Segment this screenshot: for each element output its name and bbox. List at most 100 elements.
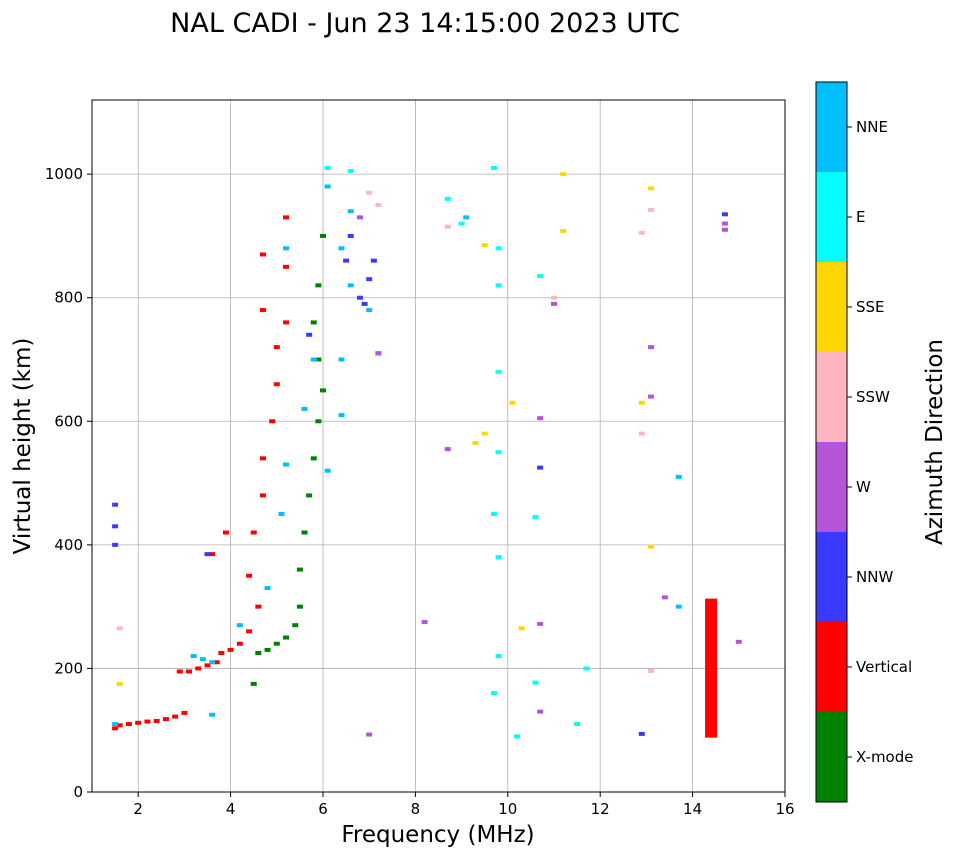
data-point-vertical	[236, 641, 243, 646]
data-point-nnw	[366, 277, 373, 282]
colorbar-tick-label: SSE	[856, 298, 885, 316]
data-point-x-mode	[296, 604, 303, 609]
data-point-ssw	[638, 431, 645, 436]
data-point-e	[514, 734, 521, 739]
data-point-nne	[324, 468, 331, 473]
data-point-e	[347, 169, 354, 174]
y-tick-label: 1000	[45, 165, 83, 183]
data-point-w	[375, 351, 382, 356]
data-point-e	[583, 666, 590, 671]
data-point-nne	[278, 511, 285, 516]
colorbar-tick-label: X-mode	[856, 748, 913, 766]
data-point-vertical	[172, 714, 179, 719]
y-tick-label: 600	[54, 412, 83, 430]
data-point-nne	[338, 413, 345, 418]
data-point-ssw	[116, 626, 123, 631]
data-point-e	[495, 555, 502, 560]
data-point-vertical	[259, 456, 266, 461]
data-point-e	[495, 246, 502, 251]
data-point-vertical	[259, 252, 266, 257]
data-point-nnw	[721, 212, 728, 217]
x-tick-label: 8	[411, 800, 421, 818]
colorbar-tick-label: Vertical	[856, 658, 912, 676]
data-point-x-mode	[320, 388, 326, 393]
y-axis-label: Virtual height (km)	[10, 338, 36, 555]
data-point-w	[537, 621, 544, 626]
plot-background	[92, 100, 785, 792]
data-point-w	[648, 345, 655, 350]
data-point-e	[458, 221, 465, 226]
data-point-w	[356, 215, 363, 220]
data-point-nne	[347, 209, 354, 214]
data-point-e	[490, 691, 497, 696]
data-point-x-mode	[310, 320, 317, 325]
data-point-nnw	[370, 258, 377, 263]
data-point-sse	[638, 400, 645, 405]
data-point-vertical	[273, 345, 280, 350]
data-point-nne	[112, 722, 119, 727]
data-point-x-mode	[306, 493, 313, 498]
data-column-vertical	[705, 598, 718, 738]
data-point-nnw	[112, 502, 119, 507]
colorbar-swatch-w	[816, 442, 847, 532]
data-point-ssw	[648, 207, 655, 212]
data-point-vertical	[283, 320, 290, 325]
data-point-x-mode	[315, 283, 322, 288]
plot-area: 2 4 6 8 10 12 14 16 0 200 400 600 800 1000	[45, 99, 795, 818]
data-point-nne	[347, 283, 354, 288]
data-point-sse	[560, 172, 567, 177]
data-point-nnw	[638, 731, 645, 736]
data-point-nne	[338, 246, 345, 251]
data-point-nnw	[343, 258, 350, 263]
data-point-nne	[675, 474, 682, 479]
colorbar-tick-label: W	[856, 478, 871, 496]
data-point-nnw	[361, 301, 368, 306]
y-tick-label: 800	[54, 289, 83, 307]
data-point-x-mode	[264, 647, 271, 652]
data-point-vertical	[283, 264, 290, 269]
data-point-vertical	[162, 717, 169, 722]
colorbar-swatch-sse	[816, 262, 847, 352]
data-point-sse	[648, 544, 655, 549]
colorbar-swatch-nne	[816, 82, 847, 172]
data-point-e	[490, 511, 497, 516]
colorbar-swatch-nnw	[816, 532, 847, 622]
colorbar-tick-label: SSW	[856, 388, 890, 406]
colorbar-swatch-vertical	[816, 622, 847, 712]
data-point-e	[444, 196, 451, 201]
data-point-x-mode	[296, 567, 303, 572]
data-point-nnw	[537, 465, 544, 470]
x-tick-label: 4	[226, 800, 236, 818]
data-point-vertical	[273, 382, 280, 387]
data-point-vertical	[116, 723, 123, 728]
data-point-ssw	[551, 295, 557, 300]
data-point-x-mode	[301, 530, 308, 535]
data-point-vertical	[218, 650, 225, 655]
data-point-x-mode	[315, 357, 322, 362]
data-point-w	[648, 394, 655, 399]
data-point-vertical	[259, 308, 266, 313]
data-point-w	[735, 639, 742, 644]
y-tick-label: 0	[73, 783, 83, 801]
data-point-w	[366, 732, 373, 737]
data-point-x-mode	[273, 641, 280, 646]
data-point-x-mode	[315, 419, 322, 424]
grid-lines	[92, 100, 786, 793]
data-point-sse	[481, 243, 488, 248]
colorbar: X-mode Vertical NNW W SSW SSE E NNE	[815, 81, 913, 803]
data-point-ssw	[444, 224, 451, 229]
data-point-nne	[283, 246, 290, 251]
data-point-sse	[472, 440, 479, 445]
data-point-nne	[675, 604, 682, 609]
plot-frame	[91, 99, 786, 793]
data-point-e	[495, 450, 502, 455]
data-point-nne	[301, 406, 308, 411]
data-point-vertical	[255, 604, 262, 609]
data-point-vertical	[269, 419, 276, 424]
colorbar-swatch-e	[816, 172, 847, 262]
x-axis-label: Frequency (MHz)	[341, 822, 534, 848]
data-point-nne	[209, 712, 216, 717]
data-point-vertical	[246, 629, 253, 634]
data-point-nnw	[306, 332, 313, 337]
data-point-nne	[264, 586, 271, 591]
